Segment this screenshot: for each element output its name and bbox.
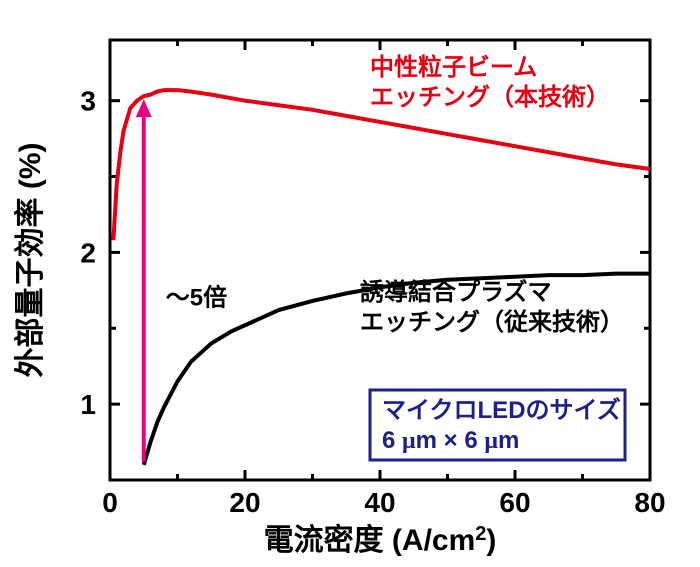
size-info-line2: 6 μm × 6 μm (382, 427, 519, 454)
legend-neutral-beam-line1: 中性粒子ビーム (370, 53, 537, 81)
y-axis-title: 外部量子効率 (%) (13, 143, 47, 378)
x-tick-label: 0 (102, 487, 118, 518)
y-tick-label: 1 (80, 389, 96, 420)
x-axis-title: 電流密度 (A/cm2) (264, 523, 497, 557)
series-neutral-beam (113, 90, 650, 240)
size-info-line1: マイクロLEDのサイズ (382, 396, 621, 424)
chart-svg: 0 20 40 60 80 1 2 3 電流密度 (A/cm2) 外部量子効率 (%) ～5倍 中性粒… (0, 0, 700, 567)
legend-neutral-beam-line2: エッチング（本技術） (370, 83, 610, 111)
legend-icp-line1: 誘導結合プラズマ (360, 278, 552, 306)
y-tick-label: 3 (80, 86, 96, 117)
x-tick-label: 40 (364, 487, 395, 518)
y-tick-label: 2 (80, 237, 96, 268)
ratio-label: ～5倍 (166, 283, 227, 311)
x-tick-label: 80 (634, 487, 665, 518)
x-tick-label: 20 (229, 487, 260, 518)
x-tick-label: 60 (499, 487, 530, 518)
eqe-vs-current-density-chart: 0 20 40 60 80 1 2 3 電流密度 (A/cm2) 外部量子効率 (%) ～5倍 中性粒… (0, 0, 700, 567)
legend-icp-line2: エッチング（従来技術） (360, 308, 624, 336)
